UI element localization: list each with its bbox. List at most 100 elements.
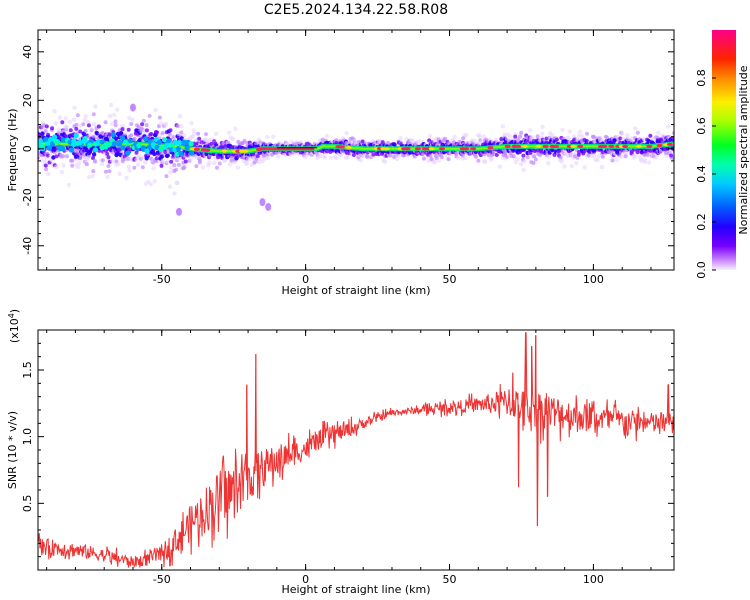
snr-x-tick-label: 50 (443, 573, 457, 586)
heatmap-cell (398, 135, 403, 141)
heatmap-peak (521, 144, 528, 148)
heatmap-cell (169, 159, 174, 164)
heatmap-cell (91, 169, 96, 174)
heatmap-cell (189, 121, 194, 126)
heatmap-cell-high (144, 148, 150, 154)
heatmap-cell (245, 140, 249, 145)
heatmap-peak (646, 144, 653, 148)
heatmap-cell (358, 158, 363, 163)
heatmap-cell (134, 150, 139, 155)
heatmap-cell (276, 154, 281, 159)
heatmap-cell (518, 161, 524, 167)
heatmap-cell-high (99, 139, 105, 145)
heatmap-cell (188, 156, 193, 161)
heatmap-cell (148, 181, 154, 187)
heatmap-cell (164, 174, 169, 179)
heatmap-peak (242, 149, 249, 153)
heatmap-cell (585, 131, 589, 136)
heatmap-cell (582, 149, 587, 154)
heatmap-cell (177, 114, 183, 119)
heatmap-cell (582, 165, 587, 170)
heatmap-cell (208, 137, 214, 142)
heatmap-cell (57, 115, 63, 120)
heatmap-cell (344, 131, 349, 136)
heatmap-cell-high (68, 147, 74, 153)
heatmap-cell-high (110, 132, 116, 138)
heatmap-cell (63, 116, 68, 121)
heatmap-cell (89, 128, 94, 133)
heatmap-cell (544, 136, 549, 141)
heatmap-cell (456, 155, 461, 161)
heatmap-cell (43, 163, 48, 168)
heatmap-cell (648, 133, 653, 138)
heatmap-cell (540, 124, 545, 130)
heatmap-cell-high (71, 138, 77, 144)
heatmap-cell (82, 152, 86, 157)
heatmap-cell (135, 162, 141, 167)
heatmap-cell (446, 157, 451, 162)
heatmap-cell (179, 124, 184, 129)
colorbar-ticks: 0.0 0.2 0.4 0.6 0.8 (695, 69, 716, 279)
heatmap-cell (172, 191, 177, 196)
heatmap-cell (546, 154, 552, 159)
heatmap-cell-high (43, 136, 49, 142)
heatmap-cell-high (52, 134, 58, 140)
heatmap-cell-high (143, 136, 149, 142)
snr-y-tick-label: 1.0 (21, 428, 34, 446)
heatmap-cell (599, 165, 605, 170)
heatmap-cell (92, 159, 97, 164)
heatmap-cell (64, 125, 70, 130)
heatmap-cell-high (172, 139, 179, 146)
heatmap-cell-high (119, 135, 126, 141)
heatmap-cell (107, 113, 113, 119)
heatmap-cell (642, 159, 648, 165)
heatmap-cell (132, 165, 137, 170)
heatmap-cell (271, 134, 276, 139)
heatmap-cell-high (116, 141, 122, 147)
heatmap-cell (56, 127, 62, 132)
heatmap-peak (577, 144, 584, 148)
heatmap-cell (151, 166, 156, 171)
heatmap-peak (515, 144, 521, 148)
heatmap-peak (404, 147, 411, 151)
snr-y-label: SNR (10 * v/v) (6, 411, 19, 489)
heatmap-cell (317, 153, 322, 159)
heatmap-outlier (265, 202, 272, 211)
heatmap-cell (54, 154, 59, 159)
heatmap-cell (324, 133, 330, 139)
heatmap-cell (124, 175, 129, 181)
heatmap-cell (226, 130, 232, 135)
heatmap-cell (129, 122, 134, 126)
heatmap-cell (386, 141, 391, 145)
heatmap-cell (103, 120, 108, 125)
heatmap-cell (515, 157, 520, 162)
heatmap-cell (614, 157, 619, 163)
snr-x-label: Height of straight line (km) (281, 583, 430, 596)
heatmap-cell (172, 163, 177, 168)
heatmap-cell (61, 154, 66, 159)
heatmap-cell (192, 131, 197, 136)
heatmap-cell-high (95, 139, 101, 145)
heatmap-cell (329, 155, 334, 160)
heatmap-cell (546, 161, 551, 166)
heatmap-peak (622, 144, 629, 148)
heatmap-cell (86, 123, 91, 128)
heatmap-cell (182, 165, 187, 170)
heatmap-cell (427, 133, 433, 139)
heatmap-cell (149, 132, 154, 136)
heatmap-cell (428, 153, 433, 158)
heatmap-peak (221, 149, 228, 153)
heatmap-cell (115, 107, 120, 112)
heatmap-cell (574, 161, 579, 166)
heatmap-cell (214, 131, 219, 136)
heatmap-cell (87, 174, 92, 180)
heatmap-cell (71, 117, 77, 122)
heatmap-peak (635, 144, 642, 148)
heatmap-cell (175, 124, 180, 129)
heatmap-cell (483, 159, 488, 165)
snr-frame (37, 329, 675, 571)
heatmap-cell (153, 107, 158, 113)
heatmap-cell (127, 168, 132, 173)
heatmap-cell (176, 162, 181, 167)
heatmap-cell (160, 131, 165, 136)
